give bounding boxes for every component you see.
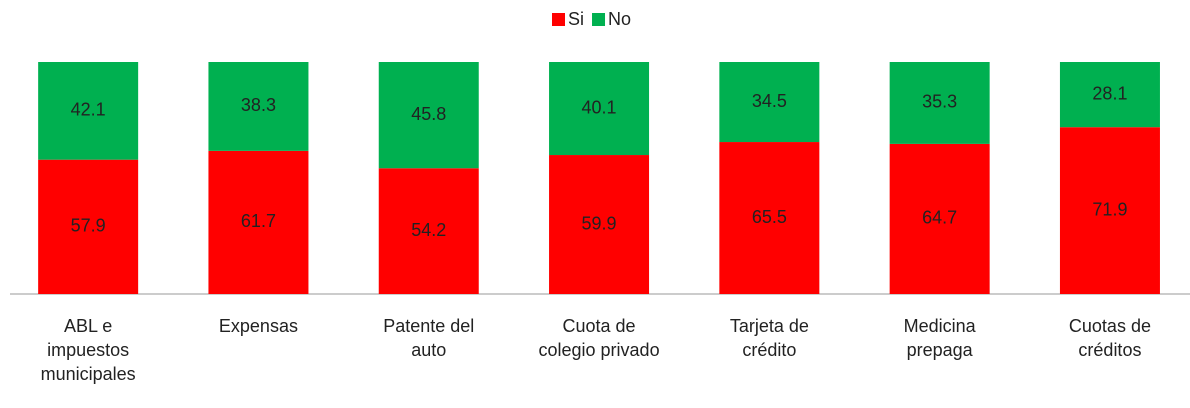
- bar-segment: [38, 159, 139, 294]
- data-label: 34.5: [752, 91, 787, 111]
- bar-segment: [549, 62, 650, 156]
- legend-swatch: [552, 13, 565, 26]
- bar-segment: [1059, 127, 1160, 294]
- bar-segment: [889, 62, 990, 144]
- x-tick-label: Tarjeta de crédito: [729, 316, 809, 360]
- legend-label: No: [608, 9, 631, 29]
- data-label: 54.2: [411, 220, 446, 240]
- bar-segment: [889, 143, 990, 294]
- data-label: 28.1: [1092, 83, 1127, 103]
- legend-label: Si: [568, 9, 584, 29]
- data-label: 59.9: [582, 213, 617, 233]
- x-tick-label: Cuotas de créditos: [1068, 316, 1151, 360]
- bar-segment: [1059, 62, 1160, 128]
- data-label: 64.7: [922, 208, 957, 228]
- data-label: 71.9: [1092, 199, 1127, 219]
- legend-swatch: [592, 13, 606, 26]
- x-tick-label: Medicina prepaga: [903, 316, 976, 360]
- x-tick-label: Cuota de colegio privado: [538, 316, 660, 360]
- bar-segment: [719, 62, 820, 143]
- bar-segment: [719, 142, 820, 294]
- data-label: 38.3: [241, 95, 276, 115]
- x-tick-label: ABL e impuestos municipales: [40, 316, 136, 384]
- data-label: 61.7: [241, 211, 276, 231]
- bar-segment: [208, 150, 309, 294]
- bar-segment: [208, 62, 309, 151]
- data-label: 65.5: [752, 207, 787, 227]
- data-label: 42.1: [71, 100, 106, 120]
- data-label: 40.1: [582, 97, 617, 117]
- data-label: 35.3: [922, 92, 957, 112]
- x-tick-label: Expensas: [218, 316, 298, 336]
- bar-segment: [38, 62, 139, 160]
- data-label: 45.8: [411, 104, 446, 124]
- bar-segment: [549, 155, 650, 294]
- data-label: 57.9: [71, 216, 106, 236]
- x-tick-label: Patente del auto: [383, 316, 475, 360]
- bar-segment: [378, 168, 479, 294]
- bar-segment: [378, 62, 479, 169]
